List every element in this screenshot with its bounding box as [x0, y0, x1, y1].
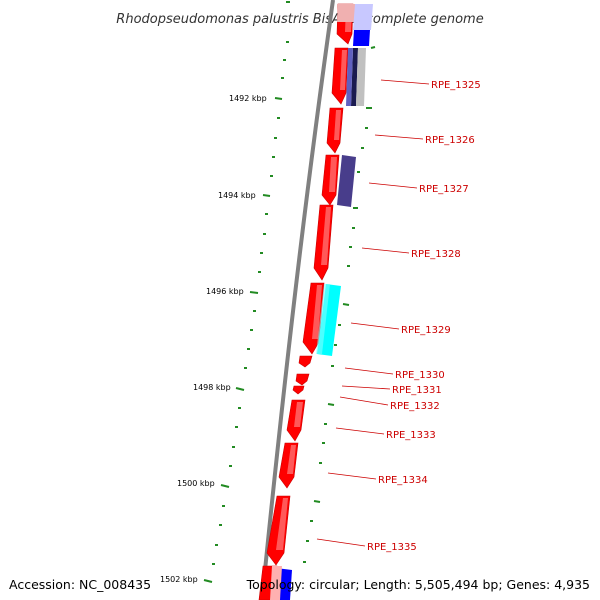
tick-marks	[203, 97, 283, 583]
tick-label: 1494 kbp	[218, 191, 256, 200]
leader-line	[339, 396, 389, 406]
gene-label[interactable]: RPE_1332	[390, 401, 440, 412]
tick-label: 1498 kbp	[193, 383, 231, 392]
cds-feature	[313, 204, 334, 281]
leader-line	[374, 134, 424, 140]
comparison-track	[270, 4, 373, 600]
cds-feature	[266, 495, 291, 566]
gene-label[interactable]: RPE_1334	[378, 475, 428, 486]
tick-mark	[274, 97, 283, 100]
cds-feature	[286, 399, 306, 442]
leader-line	[341, 385, 391, 390]
cds-feature	[326, 107, 344, 154]
forward-cds-track	[258, 3, 354, 600]
genome-backbone	[260, 0, 335, 600]
comparison-block	[337, 155, 356, 207]
leader-line	[344, 367, 394, 375]
tick-mark	[235, 387, 245, 391]
cds-feature	[292, 385, 305, 395]
tick-label: 1492 kbp	[229, 94, 267, 103]
leader-line	[361, 247, 410, 254]
topology-text: Topology: circular; Length: 5,505,494 bp…	[246, 577, 590, 592]
gene-label[interactable]: RPE_1333	[386, 430, 436, 441]
genome-title: Rhodopseudomonas palustris BisA53, compl…	[116, 12, 483, 27]
tick-mark	[249, 291, 259, 294]
gene-labels: RPE_1325 RPE_1326 RPE_1327 RPE_1328 RPE_…	[367, 80, 481, 553]
comparison-block	[337, 4, 356, 22]
tick-mark	[203, 579, 213, 583]
leader-line	[368, 182, 418, 189]
gene-label[interactable]: RPE_1326	[425, 135, 475, 146]
tick-label: 1502 kbp	[160, 575, 198, 584]
gene-label[interactable]: RPE_1325	[431, 80, 481, 91]
cds-feature	[298, 355, 313, 368]
leader-line	[350, 322, 400, 330]
leader-line	[316, 538, 366, 547]
comparison-block	[316, 284, 330, 354]
tick-labels: 1492 kbp 1494 kbp 1496 kbp 1498 kbp 1500…	[160, 94, 267, 584]
comparison-block	[353, 30, 370, 46]
comparison-block	[353, 4, 373, 30]
tick-label: 1500 kbp	[177, 479, 215, 488]
cds-feature	[295, 373, 310, 386]
comparison-block	[270, 566, 282, 600]
cds-feature	[321, 154, 340, 206]
tick-label: 1496 kbp	[206, 287, 244, 296]
gene-label[interactable]: RPE_1328	[411, 249, 461, 260]
cds-feature	[278, 442, 299, 489]
cds-feature	[331, 47, 349, 105]
leader-line	[327, 472, 377, 480]
gene-label[interactable]: RPE_1327	[419, 184, 469, 195]
guide-dots	[212, 1, 290, 565]
gene-label[interactable]: RPE_1335	[367, 542, 417, 553]
comparison-block	[346, 48, 353, 106]
gene-label[interactable]: RPE_1330	[395, 370, 445, 381]
leader-line	[380, 79, 430, 85]
gene-label[interactable]: RPE_1329	[401, 325, 451, 336]
accession-text: Accession: NC_008435	[9, 577, 152, 592]
comparison-block	[356, 48, 366, 106]
leader-line	[335, 427, 385, 435]
comparison-block	[351, 48, 358, 106]
tick-mark	[262, 194, 271, 197]
gene-label[interactable]: RPE_1331	[392, 385, 442, 396]
outer-ring-dots	[303, 46, 376, 563]
label-leader-lines	[316, 79, 430, 547]
tick-mark	[220, 484, 230, 488]
